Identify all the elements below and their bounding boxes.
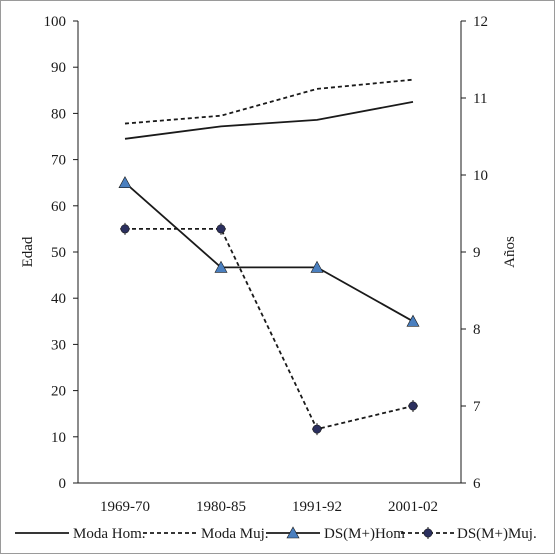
data-point-ds-m-muj: [216, 224, 226, 234]
x-tick-label: 1969-70: [100, 499, 150, 515]
series-moda-hom: [124, 100, 414, 140]
data-point-ds-m-muj: [408, 401, 418, 411]
left-y-tick-label: 20: [51, 384, 66, 400]
legend-item-moda-muj: Moda Muj.: [143, 526, 269, 542]
legend-label: DS(M+)Hom: [324, 526, 405, 542]
left-y-tick-label: 50: [51, 245, 66, 261]
right-y-tick-label: 9: [473, 245, 481, 261]
left-y-axis-title: Edad: [20, 236, 36, 267]
left-y-tick-label: 60: [51, 199, 66, 215]
data-point-ds-m-hom: [214, 260, 228, 273]
right-y-tick-label: 10: [473, 168, 488, 184]
x-tick-label: 2001-02: [388, 499, 438, 515]
data-point-ds-m-muj: [312, 424, 322, 434]
data-point-ds-m-hom: [310, 260, 324, 273]
series-ds-m-muj: [120, 222, 418, 436]
right-y-axis-title: Años: [502, 236, 518, 268]
data-point-ds-m-hom: [406, 314, 420, 327]
series-moda-muj: [124, 78, 414, 125]
legend-label: Moda Muj.: [201, 526, 269, 542]
left-y-tick-label: 80: [51, 106, 66, 122]
right-y-tick-label: 8: [473, 322, 481, 338]
left-y-tick-label: 100: [44, 14, 67, 30]
axes: 0 10 20 30 40 50 60 70 80 90 100 6 7 8 9 10 11 12 1969-70 1…: [20, 14, 518, 515]
data-point-ds-m-muj: [120, 224, 130, 234]
legend-item-moda-hom: Moda Hom.: [15, 526, 146, 542]
right-y-tick-label: 7: [473, 399, 481, 415]
series-line-ds-m-hom: [124, 182, 414, 323]
series-group: [118, 78, 420, 436]
series-line-moda-muj: [124, 78, 414, 125]
data-point-ds-m-hom: [118, 176, 132, 188]
left-y-tick-label: 90: [51, 60, 66, 76]
legend-item-ds-m-hom: DS(M+)Hom: [266, 526, 405, 542]
series-ds-m-hom: [118, 176, 420, 327]
legend-item-ds-m-muj: DS(M+)Muj.: [401, 526, 537, 542]
series-line-moda-hom: [124, 100, 414, 140]
x-tick-label: 1980-85: [196, 499, 246, 515]
left-y-tick-label: 30: [51, 337, 66, 353]
left-y-tick-label: 10: [51, 430, 66, 446]
legend-label: Moda Hom.: [73, 526, 146, 542]
legend-swatch-marker: [423, 528, 433, 538]
right-y-tick-label: 11: [473, 91, 487, 107]
left-y-tick-label: 70: [51, 153, 66, 169]
series-line-ds-m-muj: [125, 227, 414, 431]
x-tick-label: 1991-92: [292, 499, 342, 515]
left-y-tick-label: 0: [59, 476, 67, 492]
left-y-tick-label: 40: [51, 291, 66, 307]
legend-label: DS(M+)Muj.: [457, 526, 537, 542]
legend-swatch-marker: [286, 526, 300, 539]
right-y-tick-label: 6: [473, 476, 481, 492]
right-y-tick-label: 12: [473, 14, 488, 30]
legend: Moda Hom. Moda Muj. DS(M+)Hom DS(M+)Muj.: [15, 526, 537, 542]
